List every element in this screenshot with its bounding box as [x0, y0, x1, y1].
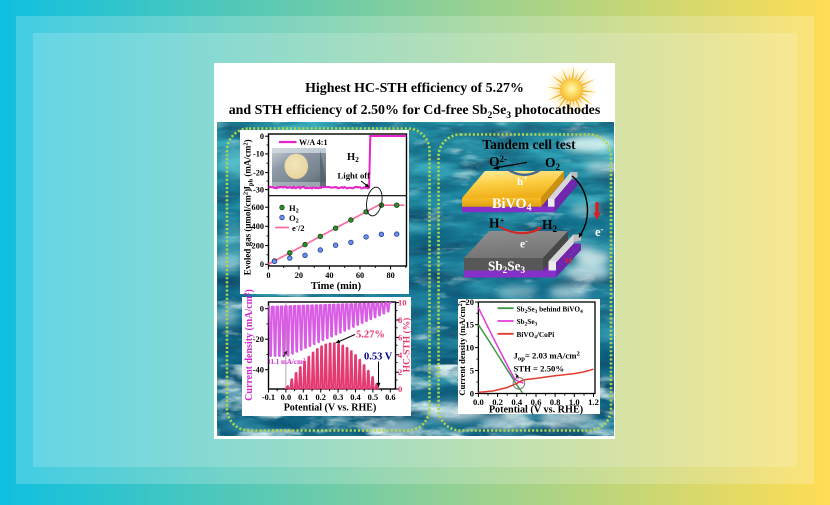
svg-text:-20: -20: [253, 168, 264, 177]
svg-text:200: 200: [252, 241, 264, 250]
svg-text:0.5: 0.5: [368, 393, 378, 402]
svg-text:STH = 2.50%: STH = 2.50%: [514, 364, 565, 374]
svg-text:600: 600: [252, 203, 264, 212]
svg-text:0.6: 0.6: [385, 393, 395, 402]
svg-text:20: 20: [295, 271, 303, 280]
svg-text:st: st: [565, 256, 573, 266]
svg-text:1.2: 1.2: [588, 397, 599, 407]
svg-text:8: 8: [398, 315, 402, 325]
svg-text:31.1 mA/cm2: 31.1 mA/cm2: [267, 358, 306, 367]
svg-text:80: 80: [386, 271, 394, 280]
svg-text:0.0: 0.0: [473, 397, 484, 407]
svg-text:0: 0: [260, 260, 264, 269]
svg-text:400: 400: [252, 222, 264, 231]
svg-text:0.4: 0.4: [350, 393, 361, 402]
svg-text:0.3: 0.3: [333, 393, 343, 402]
svg-text:BiVO4/CoPi: BiVO4/CoPi: [517, 330, 555, 341]
svg-text:0.2: 0.2: [492, 397, 503, 407]
svg-text:e-/2: e-/2: [292, 223, 305, 233]
svg-text:Current density (mA/cm2): Current density (mA/cm2): [243, 289, 255, 401]
svg-text:h+: h+: [517, 174, 528, 188]
svg-text:H2: H2: [289, 203, 299, 215]
svg-text:10: 10: [465, 343, 474, 353]
svg-text:0.8: 0.8: [550, 397, 561, 407]
svg-text:Current density (mA/cm2): Current density (mA/cm2): [457, 300, 467, 395]
svg-text:60: 60: [356, 271, 364, 280]
svg-text:W/A 4:1: W/A 4:1: [299, 138, 328, 147]
svg-text:BiVO4: BiVO4: [492, 196, 532, 214]
svg-text:20: 20: [465, 297, 474, 307]
svg-text:Sb2Se3 behind BiVO4: Sb2Se3 behind BiVO4: [517, 304, 584, 315]
svg-text:e-: e-: [520, 237, 528, 251]
svg-text:4: 4: [398, 350, 403, 360]
svg-text:10: 10: [398, 298, 407, 308]
svg-text:-10: -10: [253, 150, 264, 159]
svg-text:6: 6: [398, 332, 402, 342]
svg-text:O2: O2: [289, 213, 299, 225]
svg-text:0: 0: [260, 132, 264, 141]
svg-text:0: 0: [266, 271, 270, 280]
svg-text:Light off: Light off: [338, 171, 371, 181]
svg-text:e-: e-: [595, 224, 604, 239]
svg-text:Potential (V vs. RHE): Potential (V vs. RHE): [284, 403, 377, 414]
svg-text:Time (min): Time (min): [311, 281, 362, 292]
svg-text:0.4: 0.4: [511, 397, 522, 407]
svg-text:0.0: 0.0: [281, 393, 291, 402]
svg-text:0.1: 0.1: [298, 393, 308, 402]
svg-text:1.0: 1.0: [569, 397, 580, 407]
svg-text:40: 40: [325, 271, 333, 280]
svg-text:Jph (mA/cm2): Jph (mA/cm2): [243, 139, 255, 190]
svg-text:0: 0: [470, 388, 474, 398]
svg-text:HC-STH (%): HC-STH (%): [402, 318, 413, 373]
svg-text:-40: -40: [253, 365, 264, 375]
svg-text:0.6: 0.6: [531, 397, 542, 407]
svg-text:Tandem cell test: Tandem cell test: [482, 137, 576, 152]
svg-text:H2: H2: [542, 217, 558, 234]
svg-text:2: 2: [398, 367, 402, 377]
svg-text:0: 0: [260, 304, 264, 314]
svg-text:15: 15: [465, 320, 474, 330]
svg-text:H2: H2: [347, 152, 359, 164]
svg-text:5.27%: 5.27%: [356, 330, 385, 341]
svg-text:Jop= 2.03 mA/cm2: Jop= 2.03 mA/cm2: [514, 350, 581, 362]
svg-text:-30: -30: [253, 185, 264, 194]
svg-text:0.2: 0.2: [315, 393, 325, 402]
svg-text:5: 5: [470, 365, 474, 375]
svg-text:Sb2Se3: Sb2Se3: [488, 259, 525, 276]
svg-text:-20: -20: [253, 334, 264, 344]
svg-text:O2: O2: [545, 155, 561, 172]
svg-text:0.53 V: 0.53 V: [364, 352, 393, 363]
svg-text:-0.1: -0.1: [262, 393, 275, 402]
svg-text:Sb2Se3: Sb2Se3: [517, 317, 538, 328]
svg-text:0: 0: [398, 384, 402, 394]
svg-text:Potential (V vs. RHE): Potential (V vs. RHE): [489, 405, 583, 416]
svg-text:Evoled gas (μmol/cm2): Evoled gas (μmol/cm2): [243, 189, 253, 275]
